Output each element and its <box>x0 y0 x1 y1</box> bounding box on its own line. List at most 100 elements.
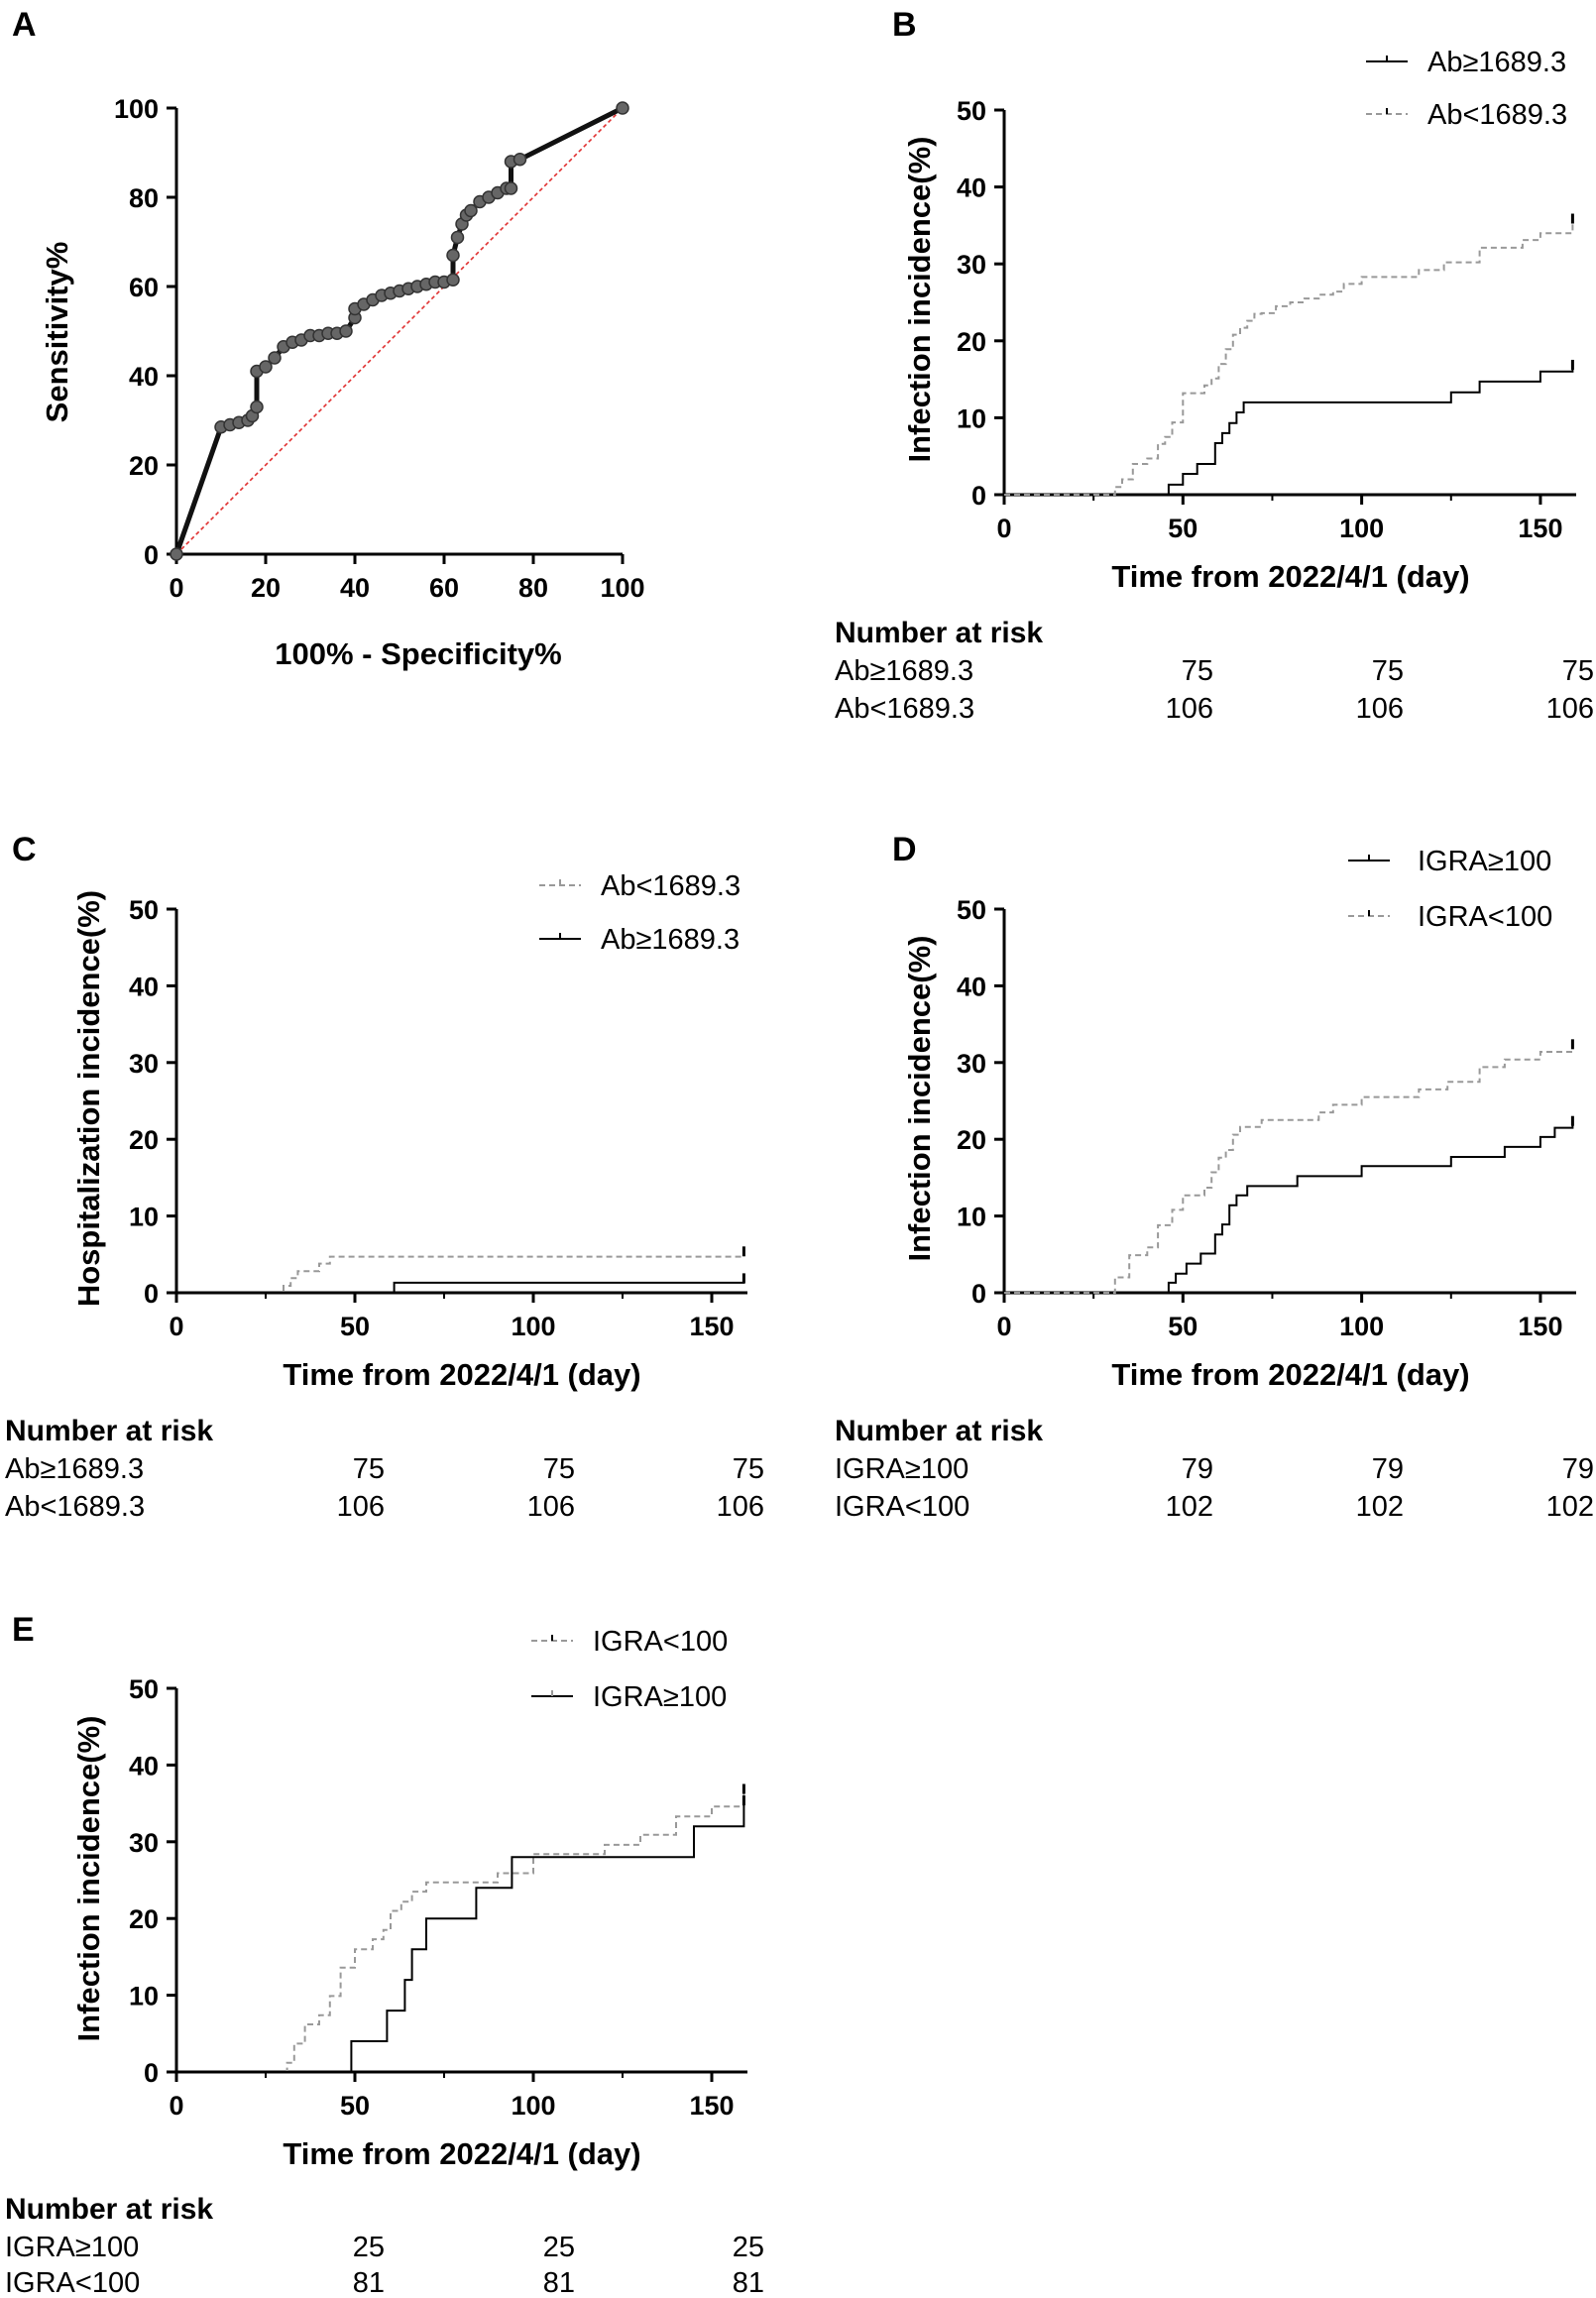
panel-b: B Ab≥1689.3 Ab<1689.3 Time from 2022/4/1… <box>835 6 1594 725</box>
panel-b-y-tick-label: 30 <box>957 250 986 280</box>
panel-a-roc-point <box>446 248 460 263</box>
panel-b-risk-header: Number at risk <box>835 617 1043 649</box>
panel-e-risk-row-2-value-3: 81 <box>733 2267 764 2298</box>
panel-e-series-dashed-line <box>176 1791 745 2073</box>
panel-e-y-tick-label: 50 <box>129 1674 159 1704</box>
panel-c-y-tick-label: 30 <box>129 1049 159 1079</box>
panel-a-y-axis-label: Sensitivity% <box>40 242 74 423</box>
panel-d-plot: 0 50 100 150 0 10 20 30 40 50 <box>957 895 1576 1341</box>
panel-c-risk-row-2-label: Ab<1689.3 <box>5 1491 145 1523</box>
panel-a-y-tick-label: 40 <box>129 362 159 392</box>
panel-d-risk-header: Number at risk <box>835 1415 1043 1447</box>
panel-d-risk-row-2-value-1: 102 <box>1166 1491 1213 1523</box>
panel-e-x-tick-label: 50 <box>340 2091 370 2121</box>
panel-b-risk-row-1-value-3: 75 <box>1562 655 1594 687</box>
panel-d-legend-label-2: IGRA<100 <box>1418 901 1552 933</box>
panel-a-reference-line <box>175 107 624 555</box>
panel-b-risk-row-2-label: Ab<1689.3 <box>835 693 974 725</box>
panel-d-risk-table: Number at risk IGRA≥100 79 79 79 IGRA<10… <box>835 1415 1594 1523</box>
panel-d-risk-row-2-value-2: 102 <box>1356 1491 1404 1523</box>
panel-d-y-tick-label: 30 <box>957 1049 986 1079</box>
panel-e-series-solid-line <box>176 1803 745 2073</box>
panel-b-legend-label-2: Ab<1689.3 <box>1427 99 1567 131</box>
panel-b-y-tick-label: 20 <box>957 327 986 357</box>
panel-a-y-tick-label: 20 <box>129 451 159 481</box>
panel-c-series-solid-line <box>176 1281 745 1294</box>
panel-b-risk-row-1-label: Ab≥1689.3 <box>835 655 973 687</box>
panel-b-risk-row-2-value-3: 106 <box>1546 693 1594 725</box>
panel-b-series-solid-line <box>1004 368 1574 496</box>
panel-e-y-tick-label: 20 <box>129 1904 159 1934</box>
panel-b-x-axis-label: Time from 2022/4/1 (day) <box>1111 559 1469 594</box>
panel-a-roc-point <box>268 351 282 365</box>
panel-d-risk-row-2-value-3: 102 <box>1546 1491 1594 1523</box>
panel-e-y-axis-label: Infection incidence(%) <box>71 1716 106 2042</box>
panel-c-y-tick-label: 20 <box>129 1125 159 1155</box>
panel-b-legend-label-1: Ab≥1689.3 <box>1427 47 1566 78</box>
panel-b-y-axis-label: Infection incidence(%) <box>902 137 937 463</box>
panel-d-y-tick-label: 20 <box>957 1125 986 1155</box>
panel-d-y-tick-label: 0 <box>971 1279 986 1309</box>
panel-e-y-tick-label: 0 <box>144 2058 159 2088</box>
panel-b-y-tick-label: 50 <box>957 96 986 126</box>
panel-b-plot: 0 50 100 150 0 10 20 30 40 50 <box>957 96 1576 543</box>
panel-e-x-tick-label: 150 <box>689 2091 734 2121</box>
panel-c-risk-header: Number at risk <box>5 1415 213 1447</box>
panel-c-x-tick-label: 100 <box>511 1312 555 1341</box>
panel-c-risk-row-2-value-3: 106 <box>717 1491 764 1523</box>
panel-d: D IGRA≥100 IGRA<100 Time from 2022/4/1 (… <box>835 831 1594 1523</box>
panel-e-legend-label-2: IGRA≥100 <box>593 1681 727 1713</box>
panel-c-x-axis-label: Time from 2022/4/1 (day) <box>283 1357 640 1392</box>
panel-b-risk-row-1-value-1: 75 <box>1182 655 1213 687</box>
panel-a-roc-point <box>464 203 478 218</box>
panel-e-risk-row-1-label: IGRA≥100 <box>5 2232 139 2263</box>
panel-e-x-axis-label: Time from 2022/4/1 (day) <box>283 2136 640 2171</box>
panel-d-y-axis-label: Infection incidence(%) <box>902 936 937 1262</box>
panel-e-risk-row-1-value-3: 25 <box>733 2232 764 2263</box>
panel-c-y-tick-label: 0 <box>144 1279 159 1309</box>
panel-c-y-tick-label: 10 <box>129 1203 159 1232</box>
panel-d-x-tick-label: 0 <box>996 1312 1011 1341</box>
panel-d-risk-row-1-value-1: 79 <box>1182 1453 1213 1485</box>
panel-a-y-tick-label: 60 <box>129 273 159 302</box>
panel-c-legend-label-2: Ab≥1689.3 <box>601 924 740 956</box>
panel-a-x-tick-label: 0 <box>169 573 183 603</box>
panel-a: A 100% - Specificity% Sensitivity% 0 20 40… <box>12 6 645 671</box>
panel-a-roc-point <box>450 230 465 245</box>
panel-d-x-tick-label: 150 <box>1518 1312 1562 1341</box>
panel-e-risk-row-2-value-2: 81 <box>543 2267 575 2298</box>
panel-a-x-tick-label: 100 <box>600 573 644 603</box>
panel-c-risk-row-1-value-2: 75 <box>543 1453 575 1485</box>
panel-d-legend-label-1: IGRA≥100 <box>1418 846 1551 877</box>
panel-e-x-tick-label: 100 <box>511 2091 555 2121</box>
panel-d-risk-row-1-value-3: 79 <box>1562 1453 1594 1485</box>
panel-c-risk-row-1-value-1: 75 <box>353 1453 385 1485</box>
panel-d-y-tick-label: 10 <box>957 1203 986 1232</box>
panel-a-x-tick-label: 40 <box>340 573 370 603</box>
panel-b-risk-row-2-value-2: 106 <box>1356 693 1404 725</box>
panel-c-y-tick-label: 40 <box>129 972 159 1001</box>
panel-b-label: B <box>892 6 917 44</box>
panel-a-y-tick-label: 100 <box>114 94 159 124</box>
panel-d-x-axis-label: Time from 2022/4/1 (day) <box>1111 1357 1469 1392</box>
panel-a-roc-point <box>339 324 353 338</box>
panel-c-plot: 0 50 100 150 0 10 20 30 40 50 <box>129 895 747 1341</box>
panel-a-label: A <box>12 6 37 44</box>
panel-c-x-tick-label: 150 <box>689 1312 734 1341</box>
panel-a-roc-point <box>446 273 460 287</box>
panel-e-y-tick-label: 40 <box>129 1751 159 1781</box>
panel-a-x-tick-label: 60 <box>429 573 459 603</box>
panel-e-y-tick-label: 30 <box>129 1828 159 1858</box>
panel-d-y-tick-label: 50 <box>957 895 986 925</box>
panel-c-label: C <box>12 831 37 868</box>
panel-c-series-dashed-line <box>176 1254 745 1294</box>
panel-b-y-tick-label: 0 <box>971 481 986 511</box>
panel-c-y-tick-label: 50 <box>129 895 159 925</box>
panel-b-x-tick-label: 150 <box>1518 514 1562 543</box>
panel-c-risk-table: Number at risk Ab≥1689.3 75 75 75 Ab<168… <box>5 1415 764 1523</box>
panel-d-series-solid-line <box>1004 1123 1574 1294</box>
panel-a-x-tick-label: 80 <box>518 573 548 603</box>
panel-d-risk-row-1-value-2: 79 <box>1372 1453 1404 1485</box>
panel-d-label: D <box>892 831 917 868</box>
